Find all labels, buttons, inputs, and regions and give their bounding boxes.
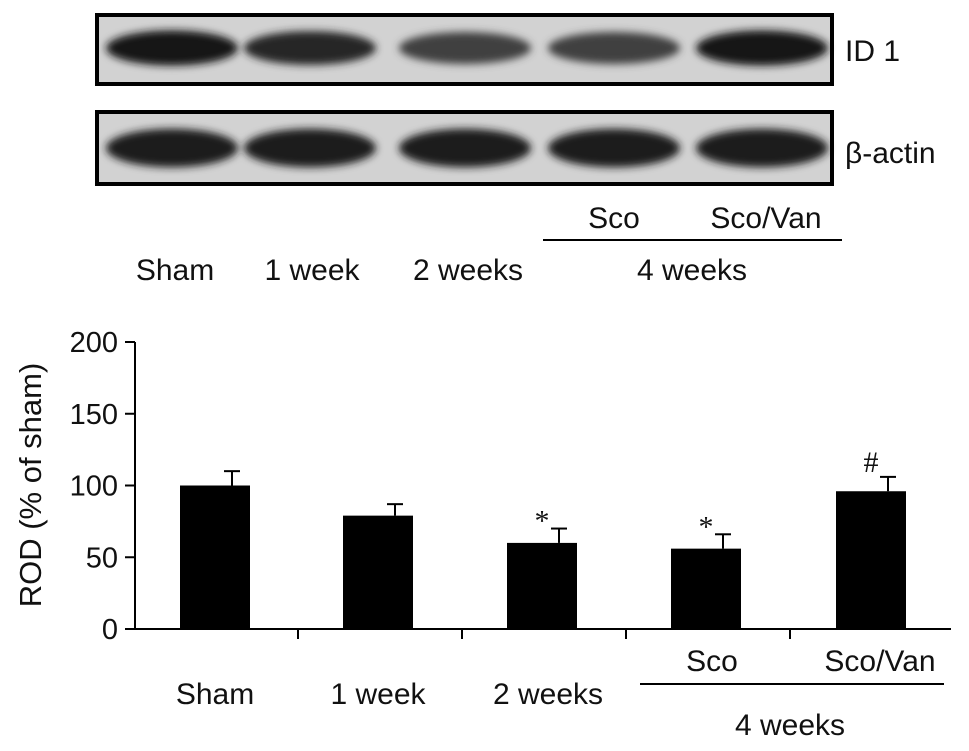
x-tick-label: Sco/Van: [824, 645, 935, 678]
bar: [343, 515, 413, 629]
blot-lane-label-2weeks: 2 weeks: [413, 254, 523, 287]
x-tick-labels: Sham 1 week 2 weeks Sco Sco/Van: [176, 645, 936, 711]
bar: [507, 542, 577, 629]
blot-bands-id1: [106, 30, 828, 66]
bar: [671, 548, 741, 629]
blot-lane-label-1week: 1 week: [264, 254, 360, 287]
x-axis: [135, 628, 951, 639]
blot-band: [548, 32, 680, 64]
blot-band: [106, 128, 238, 168]
bar-chart: ROD (% of sham) 0 50 100 150 200 * * # Sham 1 w…: [13, 327, 951, 742]
blot-band: [106, 30, 238, 66]
x-tick-label: 2 weeks: [493, 678, 603, 711]
bars: * * #: [180, 446, 906, 629]
x-tick-label: Sco: [686, 645, 738, 678]
y-tick-label: 0: [102, 614, 118, 646]
blot-row-label-id1: ID 1: [845, 35, 900, 68]
blot-band: [696, 128, 828, 168]
x-group-label: 4 weeks: [735, 709, 845, 742]
blot-band: [548, 128, 680, 168]
significance-marker: *: [699, 510, 714, 543]
significance-marker: *: [535, 505, 550, 538]
significance-marker: #: [864, 446, 879, 479]
western-blot: ID 1 β-actin Sham 1 week 2 weeks Sco Sco…: [95, 13, 936, 287]
y-axis: 0 50 100 150 200: [70, 327, 136, 646]
y-tick-label: 150: [70, 399, 118, 431]
blot-lane-label-sham: Sham: [136, 254, 214, 287]
x-tick-label: 1 week: [330, 678, 426, 711]
blot-band: [244, 128, 376, 168]
blot-band: [244, 31, 376, 65]
y-tick-label: 50: [86, 542, 118, 574]
blot-group-label: 4 weeks: [637, 254, 747, 287]
blot-row-label-actin: β-actin: [845, 137, 936, 170]
blot-bands-actin: [106, 128, 828, 168]
x-tick-label: Sham: [176, 678, 254, 711]
blot-band: [399, 128, 531, 168]
bar: [836, 491, 906, 629]
y-tick-label: 100: [70, 471, 118, 503]
blot-lane-label-sco: Sco: [588, 202, 640, 235]
blot-band: [399, 32, 531, 64]
y-axis-label: ROD (% of sham): [13, 363, 48, 608]
blot-lane-label-scovan: Sco/Van: [710, 202, 821, 235]
bar: [180, 485, 250, 629]
y-tick-label: 200: [70, 327, 118, 359]
blot-band: [696, 30, 828, 66]
